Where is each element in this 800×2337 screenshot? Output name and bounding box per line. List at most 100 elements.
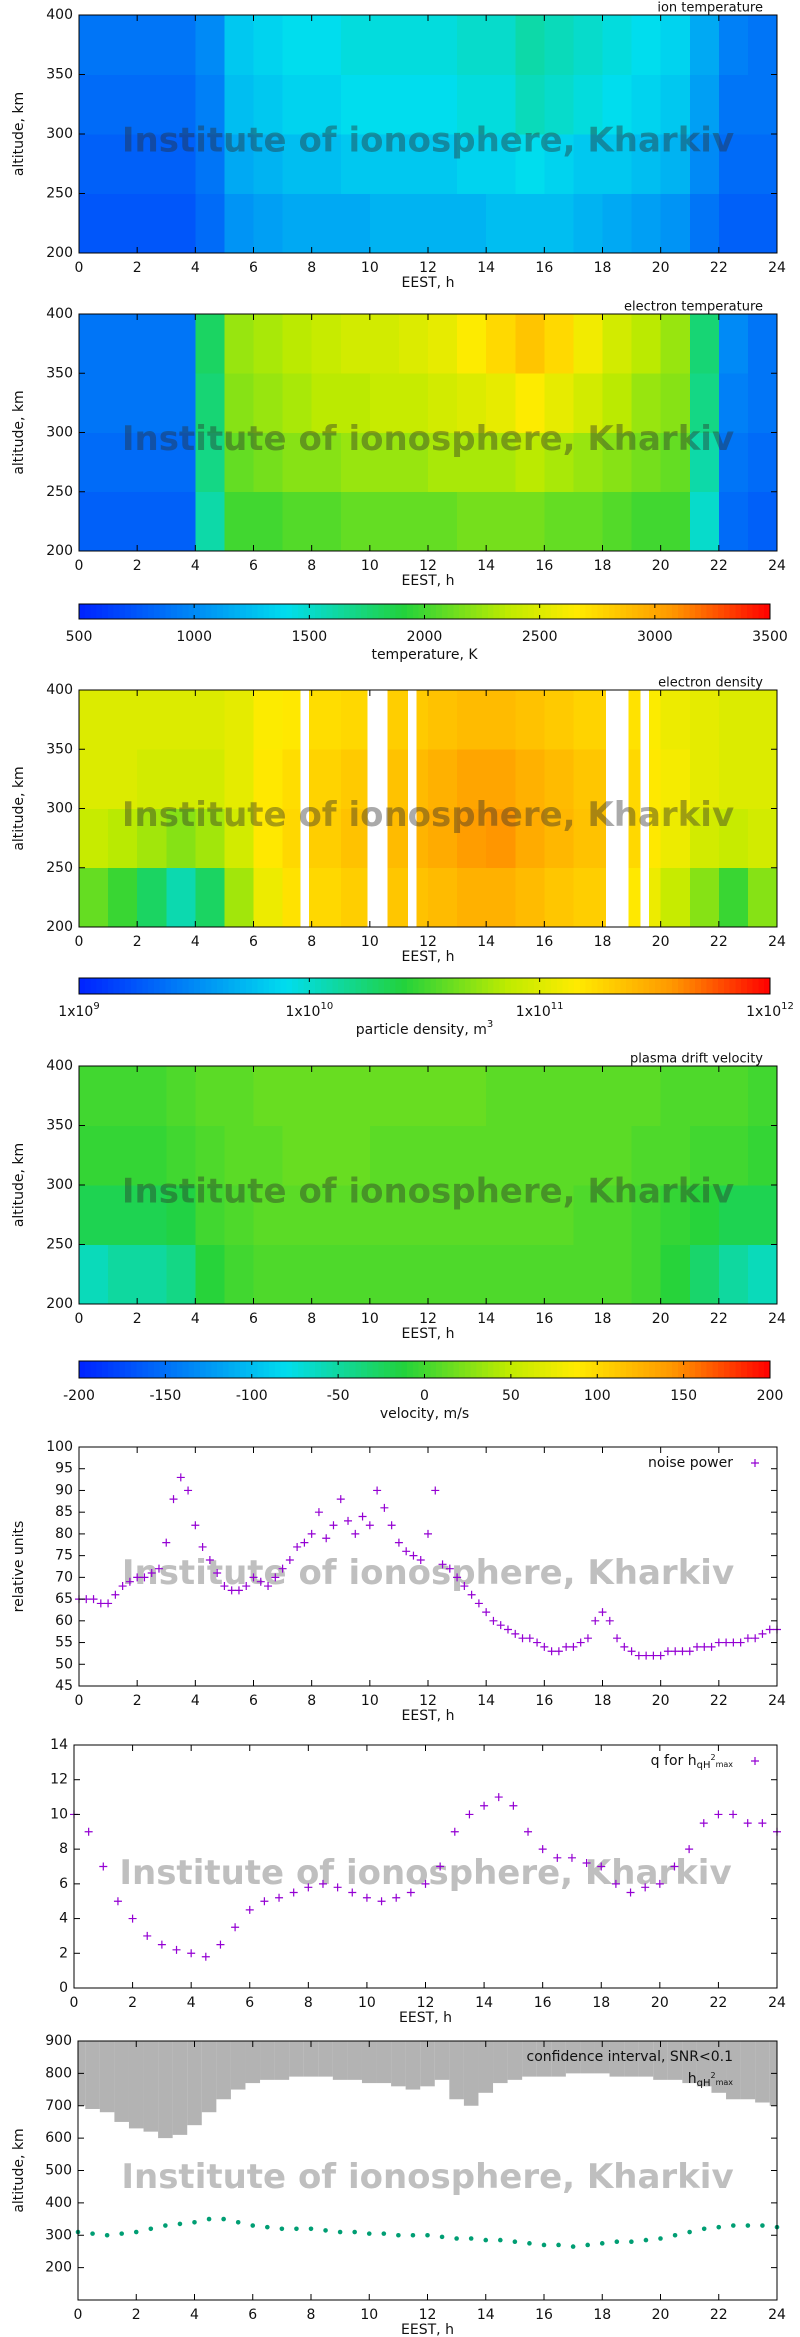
y-tick-label: 300 [46, 126, 73, 142]
x-tick-label: 16 [535, 260, 553, 276]
heat-cell [689, 74, 720, 135]
point [256, 1577, 265, 1586]
heat-cell [628, 808, 641, 869]
heat-cell [79, 432, 109, 493]
colorbar-cell [326, 604, 333, 619]
heat-cell [311, 74, 342, 135]
y-tick-label: 200 [45, 2260, 72, 2276]
point [511, 1629, 520, 1638]
point [348, 1888, 357, 1897]
point [460, 1582, 469, 1591]
heat-cell [108, 1125, 138, 1186]
colorbar-cell [119, 1361, 126, 1378]
colorbar-cell [222, 1361, 230, 1378]
heat-cell [747, 134, 778, 194]
colorbar-cell [453, 1361, 460, 1378]
x-tick-label: 18 [593, 2307, 611, 2323]
heat-cell [573, 314, 603, 374]
heat-cell [631, 1185, 662, 1245]
point [336, 1495, 345, 1504]
colorbar-cell [654, 978, 662, 994]
colorbar-cell [171, 978, 178, 994]
colorbar-cell [199, 978, 207, 994]
colorbar-cell [176, 1361, 184, 1378]
colorbar-cell [746, 1361, 754, 1378]
x-tick-label: 8 [307, 2307, 316, 2323]
colorbar-cell [343, 1361, 351, 1378]
heat-cell [108, 74, 138, 135]
heat-cell [544, 1185, 574, 1245]
point [585, 2242, 590, 2248]
heat-cell [649, 808, 662, 869]
heat-cell [602, 15, 632, 75]
colorbar-cell [499, 1361, 506, 1378]
x-tick-label: 20 [652, 934, 670, 950]
point [643, 2237, 649, 2243]
point [169, 1495, 178, 1504]
colorbar-cell [159, 1361, 166, 1378]
heat-cell [544, 1125, 574, 1186]
point [163, 2223, 168, 2228]
y-tick-label: 4 [59, 1911, 68, 1927]
point [454, 2236, 459, 2241]
heat-cell [689, 1066, 720, 1126]
watermark: Institute of ionosphere, Kharkiv [122, 795, 734, 835]
colorbar-cell [136, 1361, 143, 1378]
watermark: Institute of ionosphere, Kharkiv [122, 1172, 734, 1212]
colorbar-tick-label: 2500 [522, 629, 558, 645]
interval-bar [726, 2041, 741, 2100]
colorbar-cell [764, 978, 771, 994]
y-tick-label: 100 [46, 1439, 73, 1455]
y-tick-label: 400 [46, 7, 73, 23]
legend-label-part: max [716, 1760, 734, 1769]
heat-cell [631, 1066, 662, 1126]
heat-cell [340, 314, 371, 374]
x-axis-label: EEST, h [402, 573, 455, 589]
point [512, 2239, 518, 2245]
legend-label-part: qH [697, 2078, 711, 2089]
heat-cell [253, 491, 283, 552]
point [626, 1888, 635, 1897]
y-tick-label: 400 [45, 2195, 72, 2211]
point [629, 2239, 634, 2245]
heat-cell [428, 1244, 458, 1305]
point [699, 1819, 708, 1828]
heat-cell [602, 1244, 632, 1305]
watermark: Institute of ionosphere, Kharkiv [122, 419, 734, 459]
point [541, 2242, 547, 2248]
point [278, 1564, 287, 1573]
x-tick-label: 16 [535, 1311, 553, 1327]
heat-cell [573, 1185, 603, 1245]
heat-cell [166, 15, 196, 75]
heat-cell [195, 193, 225, 254]
x-tick-label: 22 [710, 260, 728, 276]
colorbar-cell [378, 978, 385, 994]
colorbar-cell [660, 1361, 667, 1378]
x-tick-label: 24 [768, 934, 786, 950]
colorbar-cell [424, 1361, 431, 1378]
point [96, 1599, 105, 1608]
heat-cell [253, 1185, 283, 1245]
colorbar-cell [142, 1361, 149, 1378]
heat-cell [340, 1185, 371, 1245]
colorbar-cell [528, 978, 535, 994]
heat-cell [311, 314, 342, 374]
heat-cell [515, 193, 545, 254]
heat-cell [253, 690, 283, 750]
colorbar-cell [689, 978, 696, 994]
heat-cell [747, 1066, 778, 1126]
heat-cell [282, 314, 313, 374]
point [567, 1853, 576, 1862]
x-tick-label: 18 [594, 260, 612, 276]
x-tick-label: 4 [191, 558, 200, 574]
heat-cell [457, 690, 487, 750]
heat-cell [718, 749, 749, 809]
colorbar-cell [263, 978, 270, 994]
heat-cell [340, 749, 368, 809]
heat-cell [631, 193, 662, 254]
point [599, 2241, 605, 2246]
colorbar-cell [476, 604, 483, 619]
point [467, 1590, 476, 1599]
point [614, 2239, 620, 2245]
colorbar-label-part: particle density, m [356, 1022, 487, 1038]
